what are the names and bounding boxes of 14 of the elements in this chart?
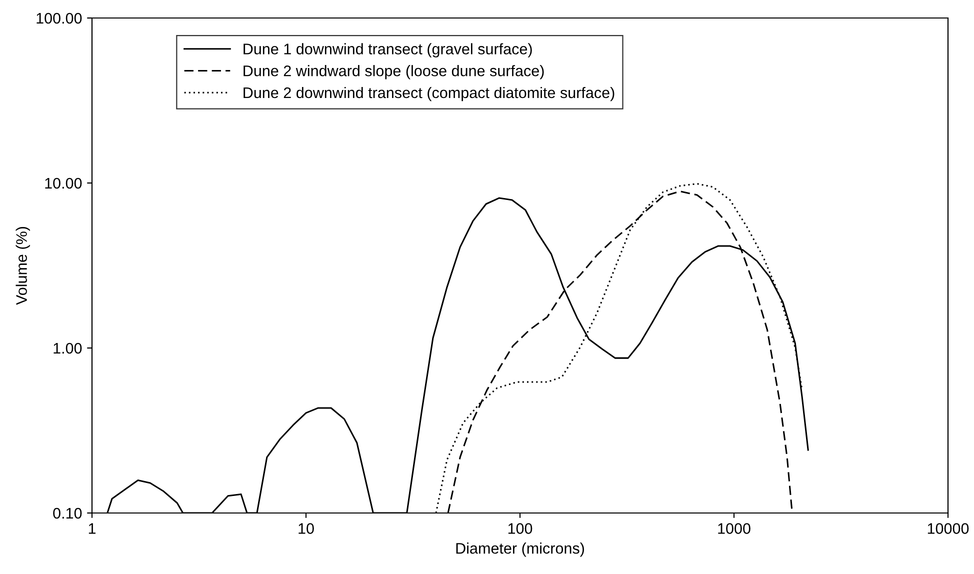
x-tick-label: 1: [88, 523, 96, 534]
legend-label: Dune 1 downwind transect (gravel surface): [244, 43, 532, 58]
x-axis-title: Diameter (microns): [456, 542, 584, 557]
y-tick-label: 0.10: [53, 508, 82, 519]
legend-label: Dune 2 windward slope (loose dune surface): [244, 65, 544, 80]
x-tick-label: 10000: [928, 523, 969, 534]
x-tick-label: 100: [508, 523, 532, 534]
x-tick-label: 1000: [718, 523, 750, 534]
y-tick-label: 10.00: [45, 178, 82, 189]
legend-label: Dune 2 downwind transect (compact diatomite surface): [244, 86, 614, 102]
y-tick-label: 1.00: [54, 342, 82, 354]
y-tick-label: 100.00: [36, 12, 82, 24]
x-tick-label: 10: [298, 523, 314, 534]
y-axis-title: Volume (%): [16, 226, 30, 305]
